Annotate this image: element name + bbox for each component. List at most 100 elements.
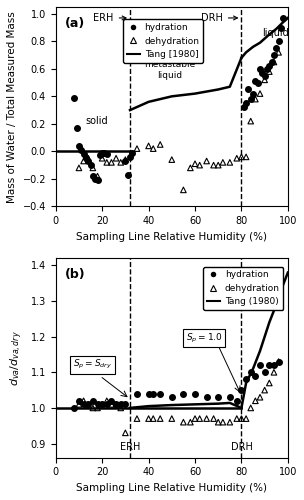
Point bbox=[86, 400, 91, 408]
Point bbox=[118, 400, 123, 408]
Point bbox=[100, 154, 105, 162]
Point bbox=[86, 157, 91, 165]
Point bbox=[77, 164, 81, 172]
Point bbox=[74, 124, 79, 132]
Point bbox=[246, 86, 251, 94]
Point bbox=[102, 148, 107, 156]
Text: ERH: ERH bbox=[93, 13, 126, 23]
Text: $S_p = S_{dry}$: $S_p = S_{dry}$ bbox=[73, 358, 112, 372]
Point bbox=[244, 153, 248, 161]
Point bbox=[97, 152, 102, 160]
Point bbox=[227, 393, 232, 401]
Point bbox=[276, 38, 281, 46]
Point bbox=[100, 400, 105, 408]
Point bbox=[77, 142, 81, 150]
Text: liquid: liquid bbox=[262, 28, 289, 38]
Point bbox=[169, 393, 174, 401]
Point bbox=[192, 160, 197, 168]
Point bbox=[146, 414, 151, 422]
Point bbox=[255, 78, 260, 86]
Point bbox=[158, 390, 163, 398]
Point bbox=[123, 157, 128, 165]
Point bbox=[216, 393, 221, 401]
Point bbox=[220, 158, 225, 166]
Text: $S_p = 1.0$: $S_p = 1.0$ bbox=[186, 332, 223, 344]
Point bbox=[267, 68, 272, 76]
Point bbox=[276, 48, 281, 56]
Point bbox=[90, 172, 95, 180]
Point bbox=[271, 368, 276, 376]
Point bbox=[151, 144, 156, 152]
Point bbox=[244, 414, 248, 422]
Text: solid: solid bbox=[86, 116, 109, 126]
Point bbox=[257, 65, 262, 73]
Y-axis label: Mass of Water / Total Measured Mass: Mass of Water / Total Measured Mass bbox=[7, 11, 17, 202]
Point bbox=[267, 379, 272, 387]
Point bbox=[269, 58, 274, 66]
Point bbox=[135, 414, 140, 422]
Point bbox=[104, 150, 109, 158]
Point bbox=[114, 154, 119, 162]
X-axis label: Sampling Line Relative Humidity (%): Sampling Line Relative Humidity (%) bbox=[76, 232, 267, 241]
Point bbox=[267, 361, 272, 369]
Point bbox=[271, 361, 276, 369]
Point bbox=[181, 418, 186, 426]
Point bbox=[118, 404, 123, 412]
Point bbox=[90, 397, 95, 405]
Point bbox=[135, 390, 140, 398]
Point bbox=[234, 154, 239, 162]
Legend: hydration, dehydration, Tang (1980): hydration, dehydration, Tang (1980) bbox=[203, 267, 283, 310]
Point bbox=[253, 372, 258, 380]
Point bbox=[250, 90, 255, 98]
Point bbox=[267, 62, 272, 70]
Point bbox=[276, 358, 281, 366]
Point bbox=[211, 161, 216, 169]
Point bbox=[181, 186, 186, 194]
Point bbox=[281, 14, 286, 22]
Point bbox=[104, 397, 109, 405]
Point bbox=[81, 157, 86, 165]
Point bbox=[257, 393, 262, 401]
Point bbox=[86, 154, 91, 162]
Point bbox=[192, 390, 197, 398]
Point bbox=[197, 161, 202, 169]
Point bbox=[278, 24, 283, 32]
Point bbox=[72, 404, 77, 412]
Point bbox=[90, 404, 95, 412]
Point bbox=[188, 418, 193, 426]
Point bbox=[90, 164, 95, 172]
Point bbox=[181, 390, 186, 398]
Point bbox=[234, 397, 239, 405]
Point bbox=[158, 414, 163, 422]
Point bbox=[88, 161, 93, 169]
Point bbox=[123, 156, 128, 164]
Point bbox=[248, 117, 253, 125]
Point bbox=[234, 414, 239, 422]
Point bbox=[264, 65, 269, 73]
Text: ERH: ERH bbox=[120, 442, 140, 452]
Text: (b): (b) bbox=[65, 268, 86, 281]
Point bbox=[244, 99, 248, 107]
Point bbox=[188, 164, 193, 172]
Point bbox=[227, 158, 232, 166]
Point bbox=[257, 361, 262, 369]
Point bbox=[248, 368, 253, 376]
Point bbox=[104, 400, 109, 408]
Point bbox=[81, 150, 86, 158]
Text: metastable
liquid: metastable liquid bbox=[144, 60, 195, 80]
Point bbox=[274, 44, 279, 52]
Point bbox=[216, 161, 221, 169]
Point bbox=[79, 146, 84, 154]
Legend: hydration, dehydration, Tang [1980]: hydration, dehydration, Tang [1980] bbox=[123, 20, 203, 62]
Point bbox=[169, 414, 174, 422]
Point bbox=[135, 144, 140, 152]
Point bbox=[239, 153, 244, 161]
Point bbox=[146, 142, 151, 150]
Point bbox=[262, 368, 267, 376]
Point bbox=[95, 172, 100, 180]
Point bbox=[257, 90, 262, 98]
Point bbox=[204, 414, 209, 422]
Point bbox=[123, 400, 128, 408]
Point bbox=[130, 148, 135, 156]
Text: DRH: DRH bbox=[230, 442, 252, 452]
